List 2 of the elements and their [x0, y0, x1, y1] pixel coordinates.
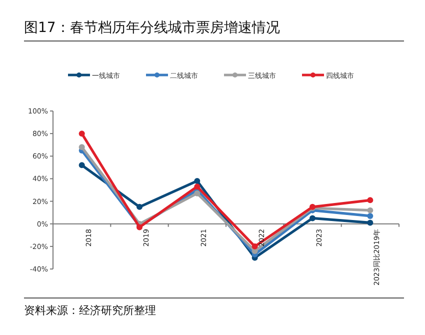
chart-title: 图17：春节档历年分线城市票房增速情况: [24, 20, 280, 36]
text: 资料来源：经济研究所整理: [24, 304, 156, 317]
